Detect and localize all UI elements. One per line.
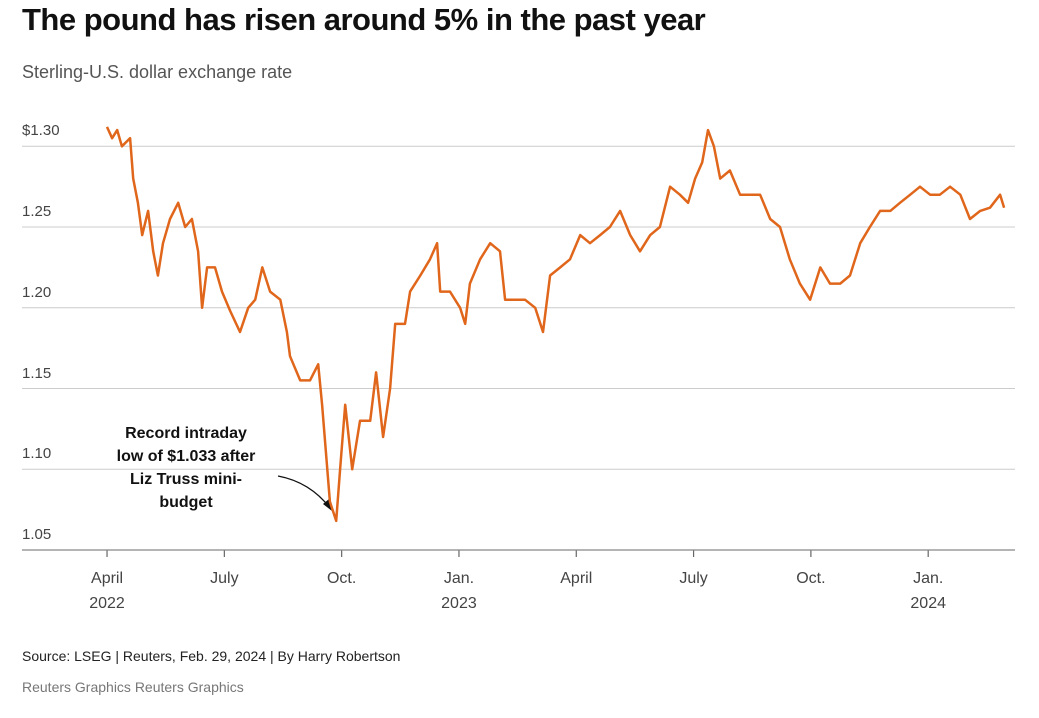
annotation-arrow [277,475,331,509]
chart-title: The pound has risen around 5% in the pas… [22,2,706,37]
x-tick-label: July [679,570,708,587]
x-tick-label: Oct. [326,570,357,587]
y-tick-label: 1.05 [22,526,52,543]
chart-subtitle: Sterling-U.S. dollar exchange rate [22,62,293,82]
annotation: Record intraday low of $1.033 after Liz … [116,425,256,511]
y-tick-label: $1.30 [22,122,60,140]
x-tick-label: July [210,570,239,587]
x-tick-label: Jan. 2023 [441,570,477,612]
series-line [105,126,1006,523]
y-tick-label: 1.15 [22,364,52,382]
credit: Reuters Graphics Reuters Graphics [22,679,244,695]
x-tick-label: Oct. [796,570,826,587]
source: Source: LSEG | Reuters, Feb. 29, 2024 | … [22,648,401,664]
y-tick-label: 1.25 [22,203,52,221]
x-tick-label: Jan. 2024 [910,570,946,612]
x-tick-label: April 2022 [89,570,125,612]
y-tick-label: 1.20 [22,283,52,301]
y-tick-label: 1.10 [22,445,52,463]
x-tick-label: April [560,570,593,587]
